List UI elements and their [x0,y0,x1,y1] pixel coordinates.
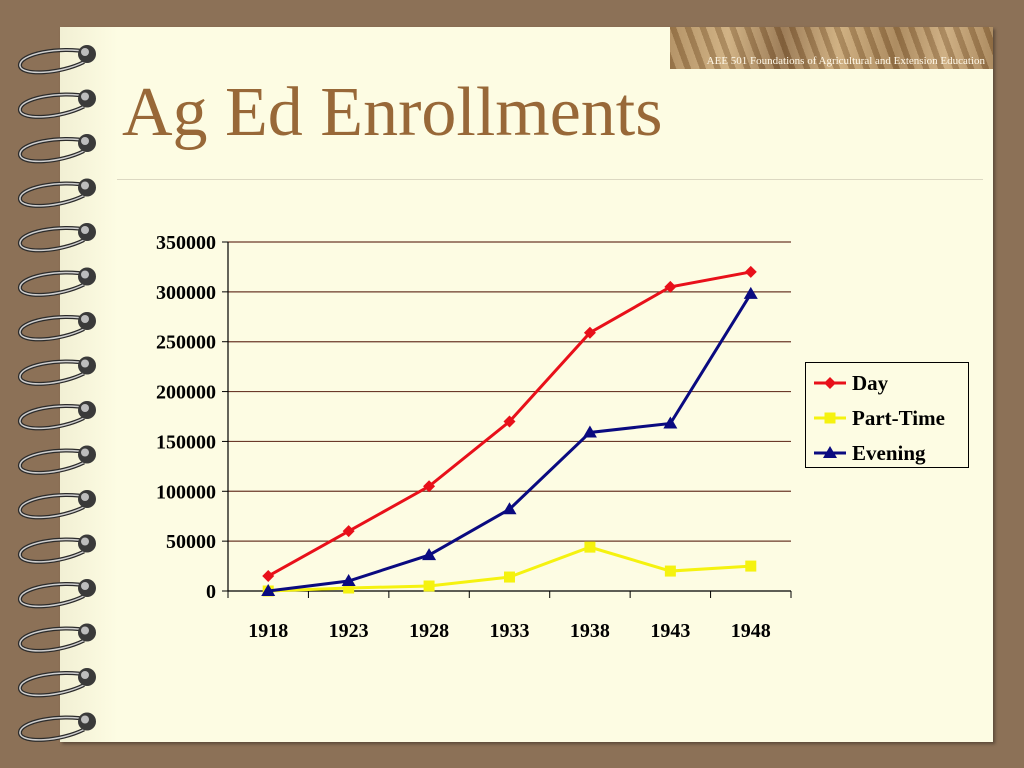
gridlines [228,241,791,542]
spiral-ring [18,712,96,742]
x-tick-label: 1918 [248,620,288,642]
spiral-ring [18,445,96,475]
series-line-evening [268,293,753,593]
banner-text: AEE 501 Foundations of Agricultural and … [706,55,985,67]
data-point-evening [502,502,517,515]
tick-labels: 0 50000 100000 150000 200000 250000 300000 3500… [156,232,771,642]
title-divider [117,179,983,180]
legend-item-evening: Evening [812,441,967,465]
data-point-day [503,415,516,428]
x-tick-label: 1928 [409,620,449,642]
spiral-ring [18,223,96,253]
data-point-evening [422,548,437,561]
legend-label-evening: Evening [852,441,926,465]
spiral-ring [18,267,96,297]
data-point-part-time [423,580,435,592]
y-tick-label: 150000 [156,431,216,453]
course-banner: AEE 501 Foundations of Agricultural and … [670,27,993,69]
legend-marker [823,446,837,458]
y-tick-label: 300000 [156,282,216,304]
data-point-part-time [343,582,355,594]
data-point-evening [582,425,597,438]
series-evening [261,286,758,596]
data-point-part-time [664,565,676,577]
legend-marker [824,412,836,424]
y-tick-label: 350000 [156,232,216,254]
chart-legend: Day Part-Time Evening [805,362,969,468]
legend-label-day: Day [852,371,889,395]
legend-swatch-evening [814,446,846,458]
spiral-ring [18,356,96,386]
series-part-time [262,541,757,597]
data-point-part-time [504,571,515,583]
data-point-part-time [745,560,757,572]
y-tick-label: 0 [206,581,216,603]
data-point-evening [341,574,356,587]
data-point-day [744,265,757,278]
data-point-evening [743,286,758,299]
legend-item-day: Day [812,371,967,395]
series-line-part-time [268,545,751,593]
data-point-day [262,570,275,583]
spiral-ring [18,134,96,164]
data-point-day [583,326,596,339]
data-point-evening [663,416,678,429]
y-tick-label: 250000 [156,332,216,354]
legend-marker [824,377,836,389]
spiral-ring [18,490,96,520]
spiral-ring [18,401,96,431]
legend-swatch-day [814,377,846,389]
spiral-ring [18,668,96,698]
x-tick-label: 1943 [650,620,690,642]
series-lines [261,265,758,597]
y-tick-label: 200000 [156,382,216,404]
data-point-day [664,280,677,293]
spiral-ring [18,178,96,208]
axes [222,241,792,598]
data-point-day [342,525,355,538]
spiral-ring [18,312,96,342]
x-tick-label: 1948 [731,620,771,642]
spiral-binding [18,45,96,742]
spiral-ring [18,45,96,75]
x-tick-label: 1923 [329,620,369,642]
spiral-ring [18,579,96,609]
legend-label-part-time: Part-Time [852,406,945,430]
slide-title: Ag Ed Enrollments [122,74,663,151]
legend-swatch-part-time [814,412,846,424]
y-tick-label: 50000 [166,531,216,553]
data-point-evening [261,584,276,596]
x-tick-label: 1933 [490,620,530,642]
spiral-ring [18,89,96,119]
y-tick-label: 100000 [156,481,216,503]
series-day [262,265,757,583]
data-point-part-time [584,541,596,553]
x-tick-label: 1938 [570,620,610,642]
data-point-day [423,480,436,493]
spiral-ring [18,534,96,564]
legend-item-part-time: Part-Time [812,406,967,430]
spiral-ring [18,623,96,653]
